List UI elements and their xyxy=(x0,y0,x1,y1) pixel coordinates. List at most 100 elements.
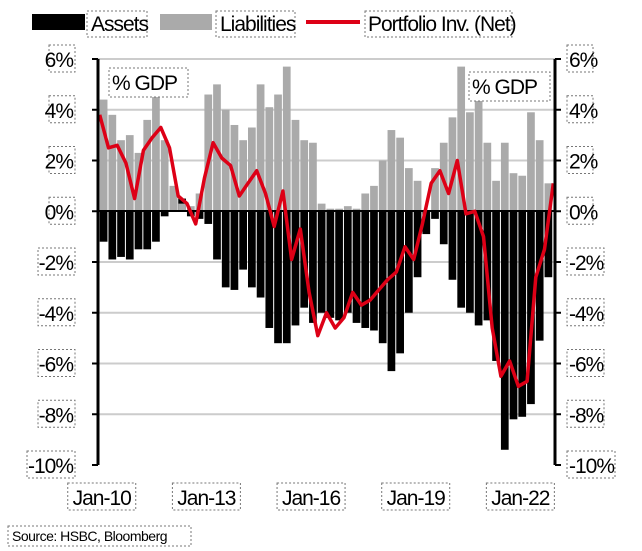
annotation-left: % GDP xyxy=(112,72,177,95)
asset-bar xyxy=(396,211,404,354)
y-tick-label-box xyxy=(48,95,76,124)
y-tick-label-right: 0% xyxy=(569,201,598,224)
asset-bar xyxy=(439,211,448,245)
asset-bar xyxy=(343,211,352,313)
y-tick-label-right: -2% xyxy=(569,252,604,275)
liability-bar xyxy=(518,175,527,212)
liability-bar xyxy=(544,183,553,212)
liability-bar xyxy=(474,86,483,212)
liability-bar xyxy=(108,114,117,212)
asset-bar xyxy=(99,211,108,242)
x-tick-labels: Jan-10 Jan-13 Jan-16 Jan-19 Jan-22 xyxy=(67,482,555,511)
x-tick-label: Jan-16 xyxy=(282,487,341,510)
asset-bar xyxy=(160,211,169,217)
x-tick-label-box xyxy=(485,482,555,511)
annotation-right: % GDP xyxy=(472,76,537,99)
x-tick-label: Jan-22 xyxy=(491,487,550,510)
asset-bar xyxy=(213,211,221,260)
y-tick-label-box xyxy=(566,44,594,73)
liability-bar xyxy=(300,140,309,212)
liability-bar xyxy=(343,206,352,212)
liability-bar xyxy=(274,94,282,212)
y-tick-label-left: -4% xyxy=(39,303,74,326)
asset-bar xyxy=(248,211,256,288)
y-tick-label-right: -6% xyxy=(569,354,604,377)
y-tick-label-left: 2% xyxy=(45,151,74,174)
legend-assets-label: Assets xyxy=(91,13,149,36)
asset-bar xyxy=(370,211,378,331)
x-tick-label: Jan-10 xyxy=(73,487,132,510)
y-tick-label-left: 0% xyxy=(45,201,74,224)
y-tick-label-box xyxy=(566,95,594,124)
asset-bar xyxy=(195,211,204,219)
asset-bar xyxy=(361,211,370,328)
liability-bar xyxy=(431,168,439,212)
liability-bar xyxy=(352,208,361,212)
y-tick-label-box xyxy=(566,196,594,225)
x-tick-label-box xyxy=(171,482,241,511)
liability-bar xyxy=(282,66,291,212)
y-tick-label-right: -8% xyxy=(569,404,604,427)
asset-bar xyxy=(282,211,291,344)
asset-bar xyxy=(221,211,230,288)
liability-bar xyxy=(457,66,466,212)
y-tick-label-box xyxy=(48,146,76,174)
asset-bar xyxy=(134,211,143,250)
asset-bar xyxy=(457,211,466,308)
liability-bar xyxy=(317,203,326,212)
asset-bar xyxy=(535,211,544,341)
y-tick-label-left: -6% xyxy=(39,354,74,377)
liability-bar xyxy=(413,180,422,212)
liability-bar xyxy=(448,117,457,212)
net-line xyxy=(98,114,556,389)
liability-bar xyxy=(143,119,152,212)
liability-bar xyxy=(387,130,396,212)
asset-bar xyxy=(230,211,239,290)
y-tick-label-box xyxy=(26,450,76,479)
y-tick-labels-left: 6% 4% 2% 0% -2% -4% -6% -8% -10% xyxy=(26,44,76,479)
y-tick-label-right: 4% xyxy=(569,100,598,123)
legend-liabilities-swatch xyxy=(160,14,212,30)
asset-bar xyxy=(108,211,117,260)
asset-bar xyxy=(500,211,509,450)
liability-bar xyxy=(99,99,108,212)
liability-bar xyxy=(178,203,186,212)
asset-bar xyxy=(387,211,396,372)
legend-assets-swatch xyxy=(32,14,85,30)
asset-bar xyxy=(309,211,317,323)
y-tick-label-left: 6% xyxy=(45,49,74,72)
asset-bar xyxy=(125,211,134,260)
legend-liabilities-label: Liabilities xyxy=(220,13,296,36)
asset-bar xyxy=(404,211,413,313)
liability-bar xyxy=(466,112,474,212)
x-tick-label-box xyxy=(381,482,451,511)
liability-bar xyxy=(117,140,125,212)
y-tick-label-right: -10% xyxy=(569,455,614,478)
liability-bar xyxy=(509,173,518,212)
asset-bar xyxy=(544,211,553,278)
y-tick-label-right: -4% xyxy=(569,303,604,326)
asset-bar xyxy=(265,211,274,328)
asset-bar xyxy=(274,211,282,344)
asset-bar xyxy=(378,211,387,344)
liability-bar xyxy=(256,84,265,212)
legend: Assets Liabilities Portfolio Inv. (Net) xyxy=(32,10,517,38)
liability-bar xyxy=(326,208,335,212)
asset-bar xyxy=(152,211,160,242)
y-tick-label-right: 6% xyxy=(569,49,598,72)
y-tick-label-left: 4% xyxy=(45,100,74,123)
y-tick-label-left: -10% xyxy=(28,455,73,478)
liability-bar xyxy=(370,185,378,212)
liability-bar xyxy=(160,140,169,212)
liability-bar xyxy=(230,124,239,212)
y-tick-label-left: -2% xyxy=(39,252,74,275)
liability-bar xyxy=(378,160,387,212)
source-note: Source: HSBC, Bloomberg xyxy=(12,528,167,544)
liability-bar xyxy=(239,140,248,212)
asset-bar xyxy=(317,211,326,313)
x-tick-label: Jan-13 xyxy=(177,487,236,510)
asset-bar xyxy=(335,211,343,321)
y-tick-label-right: 2% xyxy=(569,151,598,174)
legend-net-label: Portfolio Inv. (Net) xyxy=(368,13,516,36)
liability-bar xyxy=(204,94,213,212)
